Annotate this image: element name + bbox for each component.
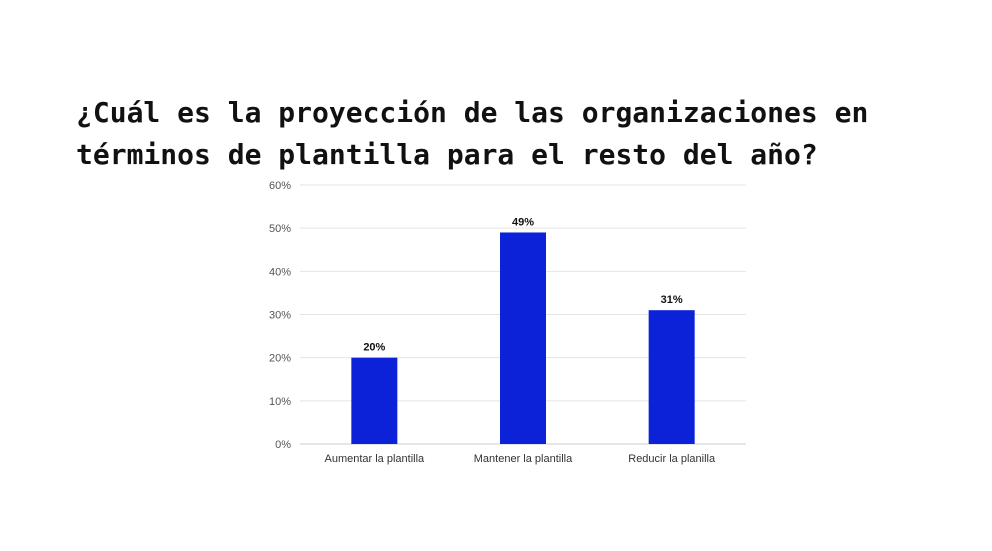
y-tick-label: 50% — [269, 223, 291, 235]
bar — [500, 232, 546, 444]
x-category-label: Aumentar la plantilla — [324, 453, 425, 465]
bar — [351, 357, 398, 444]
data-labels: 20% 49% 31% — [363, 216, 683, 353]
x-category-label: Reducir la planilla — [628, 453, 716, 465]
y-tick-label: 30% — [269, 310, 291, 322]
y-tick-label: 10% — [269, 396, 291, 408]
x-category-label: Mantener la plantilla — [474, 453, 573, 465]
bars — [351, 232, 695, 444]
page-title: ¿Cuál es la proyección de las organizaci… — [76, 96, 869, 171]
data-label: 49% — [512, 216, 534, 228]
data-label: 20% — [363, 342, 385, 354]
y-tick-label: 0% — [275, 439, 291, 451]
y-tick-label: 20% — [269, 353, 291, 365]
y-tick-label: 60% — [269, 180, 291, 192]
data-label: 31% — [661, 294, 683, 306]
y-tick-labels: 0% 10% 20% 30% 40% 50% 60% — [269, 180, 291, 451]
bar — [648, 310, 695, 444]
y-tick-label: 40% — [269, 266, 291, 278]
x-category-labels: Aumentar la plantilla Mantener la plantil… — [324, 453, 715, 465]
